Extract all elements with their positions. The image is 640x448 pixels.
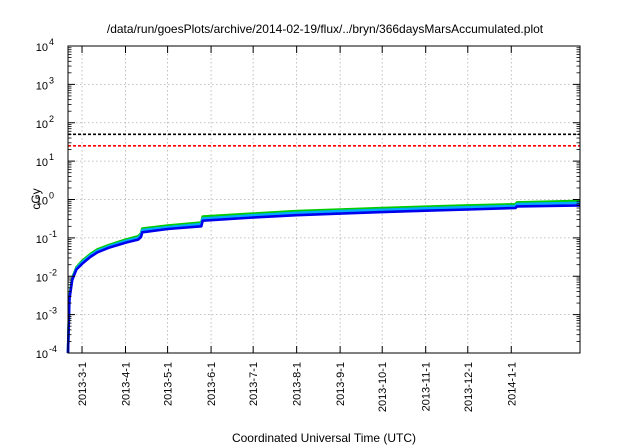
x-tick-label: 2013-7-1 — [248, 362, 260, 406]
x-tick-label: 2013-9-1 — [335, 362, 347, 406]
y-tick-label: 10 — [36, 234, 48, 246]
chart-title: /data/run/goesPlots/archive/2014-02-19/f… — [107, 22, 544, 36]
y-tick-label: 10 — [36, 157, 48, 169]
x-tick-label: 2013-11-1 — [421, 362, 433, 411]
x-tick-label: 2013-6-1 — [206, 362, 218, 406]
x-axis-label: Coordinated Universal Time (UTC) — [232, 431, 416, 445]
y-tick-label: 10 — [36, 80, 48, 92]
y-axis-label: cGy — [29, 188, 43, 209]
y-tick-exponent: 3 — [49, 75, 54, 85]
x-tick-label: 2014-1-1 — [506, 362, 518, 406]
grid — [68, 46, 580, 353]
y-tick-label: 10 — [36, 196, 48, 208]
x-tick-label: 2013-10-1 — [377, 362, 389, 412]
reference-lines — [68, 133, 580, 147]
y-tick-label: 10 — [36, 311, 48, 323]
x-tick-label: 2013-5-1 — [163, 362, 175, 406]
x-axis: 2013-3-1 2013-4-1 2013-5-1 2013-6-1 2013-7-1… — [77, 46, 518, 412]
x-tick-label: 2013-3-1 — [77, 362, 89, 406]
y-tick-label: 10 — [36, 42, 48, 54]
y-tick-exponent: -2 — [49, 267, 57, 277]
series-group — [66, 199, 581, 354]
y-tick-label: 10 — [36, 119, 48, 131]
x-tick-label: 2013-4-1 — [121, 362, 133, 406]
series-line — [66, 204, 581, 354]
y-tick-label: 10 — [36, 272, 48, 284]
y-tick-label: 10 — [36, 349, 48, 361]
y-tick-exponent: 1 — [49, 152, 54, 162]
y-tick-exponent: -4 — [49, 344, 57, 354]
y-tick-exponent: -3 — [49, 306, 57, 316]
y-tick-exponent: 2 — [49, 114, 54, 124]
x-tick-label: 2013-12-1 — [463, 362, 475, 412]
y-tick-exponent: -1 — [49, 229, 57, 239]
y-tick-exponent: 0 — [49, 191, 54, 201]
x-tick-label: 2013-8-1 — [292, 362, 304, 406]
y-tick-exponent: 4 — [49, 37, 54, 47]
